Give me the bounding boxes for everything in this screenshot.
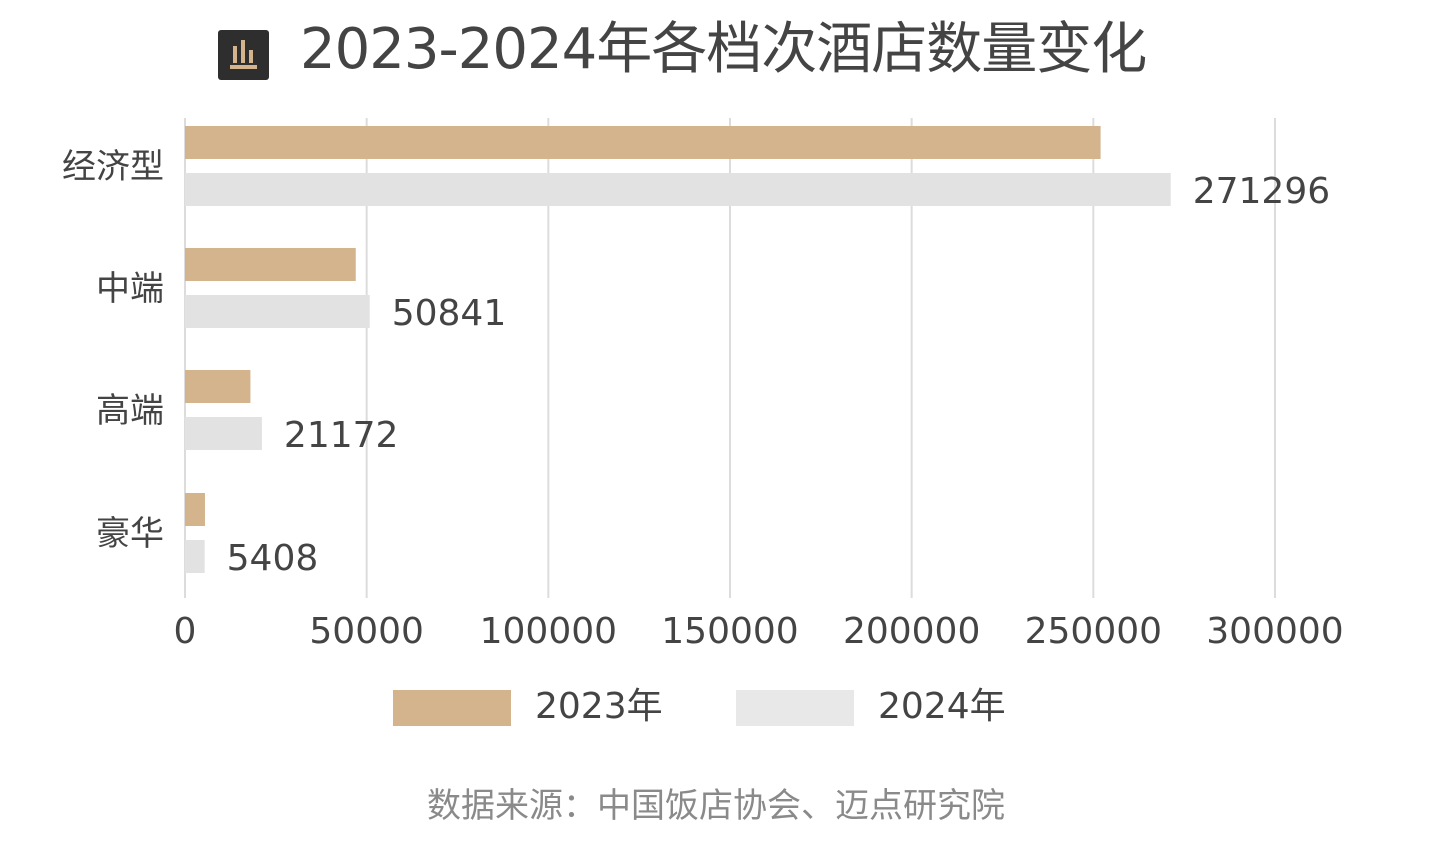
x-tick-label: 100000 <box>480 611 617 652</box>
category-label: 经济型 <box>62 147 164 187</box>
bar-2023 <box>185 370 251 403</box>
x-tick-label: 300000 <box>1206 611 1343 652</box>
legend: 2023年 2024年 <box>0 686 1432 730</box>
legend-label-2024: 2024年 <box>878 686 1006 727</box>
category-label: 中端 <box>96 269 164 309</box>
data-label: 271296 <box>1193 171 1330 212</box>
bar-2023 <box>185 493 205 526</box>
category-label: 高端 <box>96 391 164 431</box>
x-tick-label: 0 <box>174 611 197 652</box>
x-tick-label: 50000 <box>309 611 424 652</box>
bar-2024 <box>185 417 262 450</box>
x-tick-label: 200000 <box>843 611 980 652</box>
data-label: 50841 <box>392 293 507 334</box>
legend-label-2023: 2023年 <box>535 686 663 727</box>
x-tick-label: 250000 <box>1025 611 1162 652</box>
chart-title-row: 2023-2024年各档次酒店数量变化 <box>0 10 1432 82</box>
category-label: 豪华 <box>96 514 164 554</box>
bar-chart: 0 50000 100000 150000 200000 250000 300000 经济型中… <box>62 118 1344 652</box>
bar-2024 <box>185 173 1171 206</box>
bar-chart-icon <box>218 30 269 80</box>
legend-swatch-2024 <box>736 690 854 726</box>
bar-2023 <box>185 248 356 281</box>
x-tick-label: 150000 <box>661 611 798 652</box>
bar-2023 <box>185 126 1101 159</box>
data-label: 21172 <box>284 415 399 456</box>
data-label: 5408 <box>227 538 319 579</box>
bar-2024 <box>185 540 205 573</box>
bar-2024 <box>185 295 370 328</box>
legend-swatch-2023 <box>393 690 511 726</box>
data-source-note: 数据来源：中国饭店协会、迈点研究院 <box>427 786 1005 826</box>
chart-title: 2023-2024年各档次酒店数量变化 <box>300 17 1147 82</box>
